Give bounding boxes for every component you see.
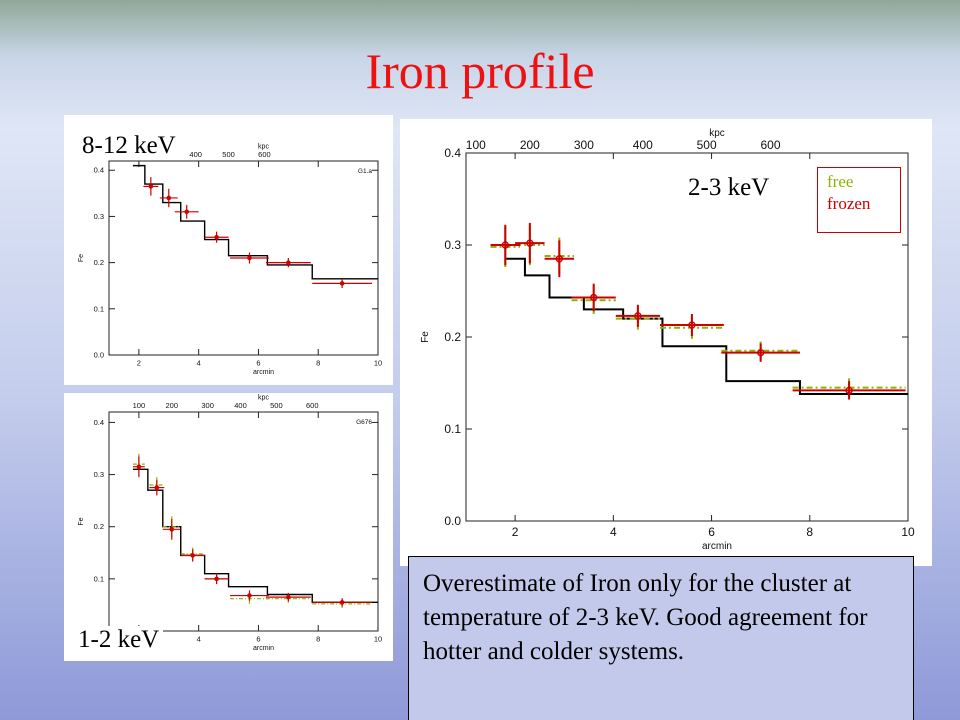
y-tick-label: 0.3 bbox=[444, 238, 461, 252]
frozen-point bbox=[247, 593, 252, 598]
slide-title: Iron profile bbox=[365, 43, 595, 99]
y-tick-label: 0.1 bbox=[94, 574, 104, 583]
frozen-point bbox=[756, 348, 765, 357]
top-axis-label: kpc bbox=[709, 128, 725, 139]
x-tick-label: 8 bbox=[806, 525, 813, 539]
panel-id: G1.a bbox=[358, 168, 372, 175]
frozen-point bbox=[339, 600, 345, 605]
x-tick-label: 4 bbox=[197, 359, 201, 368]
y-tick-label: 0.4 bbox=[94, 166, 104, 175]
x-tick-label: 6 bbox=[256, 359, 260, 368]
top-tick-label: 200 bbox=[520, 138, 540, 152]
plot-frame bbox=[108, 160, 379, 356]
x-tick-label: 2 bbox=[512, 525, 519, 539]
x-tick-label: 10 bbox=[374, 635, 382, 644]
frozen-point bbox=[634, 312, 642, 320]
y-tick-label: 0.0 bbox=[94, 351, 104, 360]
top-tick-label: 400 bbox=[234, 401, 247, 410]
frozen-point bbox=[214, 576, 219, 582]
x-tick-label: 8 bbox=[316, 635, 320, 644]
top-axis-label: kpc bbox=[258, 144, 269, 151]
frozen-point bbox=[589, 293, 598, 302]
chart-8-12-kev: 2 4 6 8 10 0.0 0.1 0.2 0.3 0.4 400 500 600 arcmin kpc F… bbox=[78, 144, 382, 377]
frozen-point bbox=[169, 527, 175, 532]
true-profile-line bbox=[505, 257, 908, 396]
chart-1-2-kev: 2468100.00.10.20.30.4100200300400500600a… bbox=[78, 395, 382, 653]
top-tick-label: 200 bbox=[166, 401, 179, 410]
x-tick-label: 10 bbox=[374, 359, 382, 368]
x-axis-label: arcmin bbox=[702, 541, 732, 552]
x-tick-label: 2 bbox=[137, 359, 141, 368]
top-tick-label: 500 bbox=[222, 150, 235, 159]
x-tick-label: 10 bbox=[901, 525, 915, 539]
x-tick-label: 6 bbox=[256, 635, 260, 644]
x-axis-label: arcmin bbox=[253, 369, 274, 376]
y-axis-label: Fe bbox=[78, 517, 85, 525]
frozen-point bbox=[688, 321, 696, 329]
panel-label-1-2-kev: 1-2 keV bbox=[74, 626, 164, 654]
top-tick-label: 100 bbox=[133, 401, 146, 410]
frozen-point bbox=[501, 241, 509, 249]
top-tick-label: 100 bbox=[466, 138, 486, 152]
top-tick-label: 300 bbox=[201, 401, 214, 410]
x-axis-label: arcmin bbox=[253, 645, 274, 652]
frozen-point bbox=[526, 239, 534, 247]
y-tick-label: 0.1 bbox=[444, 422, 461, 436]
y-tick-label: 0.2 bbox=[94, 258, 104, 267]
frozen-point bbox=[166, 195, 172, 201]
panel-label-8-12-kev: 8-12 keV bbox=[78, 132, 180, 160]
y-tick-label: 0.4 bbox=[444, 146, 461, 160]
x-tick-label: 4 bbox=[610, 525, 617, 539]
top-tick-label: 500 bbox=[697, 138, 717, 152]
top-tick-label: 400 bbox=[633, 138, 653, 152]
frozen-point bbox=[148, 184, 154, 189]
true-profile-line bbox=[132, 164, 378, 280]
frozen-point bbox=[136, 464, 142, 470]
legend-free: free bbox=[827, 172, 854, 191]
x-tick-label: 8 bbox=[316, 359, 320, 368]
x-tick-label: 4 bbox=[197, 635, 201, 644]
frozen-point bbox=[247, 255, 252, 261]
y-tick-label: 0.4 bbox=[94, 418, 104, 427]
frozen-point bbox=[339, 281, 345, 286]
frozen-point bbox=[286, 594, 291, 600]
y-tick-label: 0.3 bbox=[94, 470, 104, 479]
top-tick-label: 600 bbox=[258, 150, 271, 159]
plot-frame bbox=[108, 411, 379, 632]
top-tick-label: 400 bbox=[189, 150, 202, 159]
top-tick-label: 600 bbox=[760, 138, 780, 152]
y-tick-label: 0.1 bbox=[94, 304, 104, 313]
chart-2-3-kev: 2 4 6 8 10 0.0 0.1 0.2 0.3 0.4 100 200 300 400 500 600 a… bbox=[420, 128, 915, 552]
frozen-point bbox=[214, 234, 219, 240]
panel-id: G676 bbox=[356, 419, 372, 426]
chart-panel-8-12-kev: 2 4 6 8 10 0.0 0.1 0.2 0.3 0.4 400 500 600 arcmin kpc F… bbox=[64, 115, 393, 385]
frozen-point bbox=[184, 209, 190, 215]
frozen-point bbox=[845, 386, 853, 395]
y-tick-label: 0.0 bbox=[444, 514, 461, 528]
frozen-point bbox=[286, 260, 291, 265]
y-tick-label: 0.2 bbox=[444, 330, 461, 344]
panel-label-2-3-kev: 2-3 keV bbox=[688, 174, 770, 201]
frozen-point bbox=[190, 553, 195, 558]
legend-frozen: frozen bbox=[827, 194, 871, 213]
legend-box: free frozen bbox=[817, 167, 901, 233]
y-tick-label: 0.3 bbox=[94, 212, 104, 221]
chart-panel-1-2-kev: 2468100.00.10.20.30.4100200300400500600a… bbox=[64, 393, 393, 661]
frozen-point bbox=[154, 485, 160, 490]
top-tick-label: 600 bbox=[306, 401, 319, 410]
top-tick-label: 500 bbox=[270, 401, 283, 410]
y-axis-label: Fe bbox=[420, 331, 431, 343]
true-profile-line bbox=[132, 468, 378, 604]
y-tick-label: 0.2 bbox=[94, 522, 104, 531]
conclusion-text: Overestimate of Iron only for the cluste… bbox=[408, 556, 914, 720]
frozen-point bbox=[555, 255, 564, 263]
x-tick-label: 6 bbox=[708, 525, 715, 539]
top-tick-label: 300 bbox=[574, 138, 594, 152]
y-axis-label: Fe bbox=[78, 254, 85, 262]
top-axis-label: kpc bbox=[258, 395, 269, 402]
